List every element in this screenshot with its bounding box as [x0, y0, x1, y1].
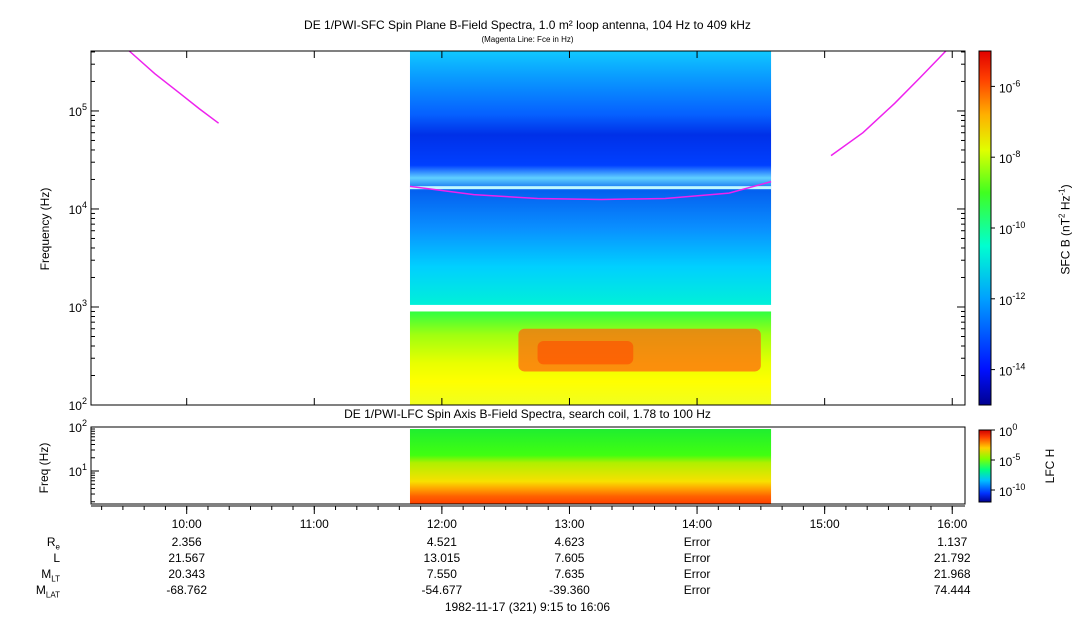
x-tick-label-6: 16:00: [937, 517, 967, 531]
ephemeris-value: -39.360: [549, 583, 590, 597]
ephemeris-value: Error: [683, 551, 711, 565]
ephemeris-value: Error: [683, 535, 711, 549]
ephemeris-value: Error: [683, 583, 711, 597]
sfc-cb-tick-label-0: 10-6: [999, 78, 1020, 95]
ephemeris-row-label-3: MLAT: [35, 583, 60, 600]
x-tick-label-2: 12:00: [427, 517, 457, 531]
sfc-band-line: [409, 186, 772, 190]
lfc-cb-tick-label-0: 100: [999, 422, 1017, 439]
sfc-y-tick-label-2: 104: [69, 200, 87, 217]
lfc-cb-tick-label-1: 10-5: [999, 452, 1020, 469]
x-axis: 10:00 11:00 12:00 13:00 14:00 15:00 16:00: [91, 51, 968, 531]
ephemeris-row-label-2: MLT: [41, 567, 60, 584]
ephemeris-row-label-0: Re: [46, 535, 60, 552]
lfc-colorbar: 100 10-5 10-10: [978, 422, 1025, 503]
ephemeris-value: 1.137: [937, 535, 968, 549]
ephemeris-value: 21.567: [168, 551, 206, 565]
x-tick-label-4: 14:00: [682, 517, 712, 531]
sfc-high-band: [409, 51, 772, 305]
ephemeris-row-label-1: L: [53, 551, 60, 565]
ephemeris-value: 21.968: [933, 567, 971, 581]
ephemeris-value: 74.444: [933, 583, 971, 597]
sfc-y-tick-label-1: 103: [69, 298, 87, 315]
sfc-spectrogram-data: [128, 50, 947, 405]
fce-line-segment-2: [830, 50, 947, 157]
x-tick-label-0: 10:00: [172, 517, 202, 531]
lfc-band: [409, 429, 772, 504]
ephemeris-value: -68.762: [166, 583, 208, 597]
fce-line-segment-1: [409, 180, 772, 201]
ephemeris-value: 21.792: [933, 551, 971, 565]
lfc-y-tick-label-0: 101: [69, 462, 87, 479]
x-ticks: 10:00 11:00 12:00 13:00 14:00 15:00 16:00: [101, 51, 968, 531]
sfc-cb-tick-label-1: 10-8: [999, 149, 1020, 166]
ephemeris-value: 2.356: [171, 535, 202, 549]
ephemeris-value: 13.015: [423, 551, 461, 565]
ephemeris-value: -54.677: [421, 583, 463, 597]
lfc-title: DE 1/PWI-LFC Spin Axis B-Field Spectra, …: [344, 407, 711, 421]
ephemeris-value: 7.550: [426, 567, 457, 581]
x-tick-label-1: 11:00: [300, 517, 329, 531]
lfc-y-ticks: 101 102: [69, 418, 99, 503]
ephemeris-value: 20.343: [168, 567, 206, 581]
sfc-colorbar: 10-6 10-8 10-10 10-12 10-14: [978, 50, 1025, 406]
sfc-spectrogram-panel: 102 103 104 105: [69, 50, 966, 413]
ephemeris-value: 7.605: [554, 551, 585, 565]
sfc-y-tick-label-3: 105: [69, 102, 87, 119]
lfc-spectrogram-panel: 101 102: [69, 418, 966, 505]
sfc-y-tick-label-0: 102: [69, 396, 87, 413]
sfc-cb-tick-label-3: 10-12: [999, 291, 1025, 308]
lfc-spectrogram-data: [409, 429, 772, 504]
sfc-subtitle: (Magenta Line: Fce in Hz): [481, 35, 574, 44]
sfc-cb-tick-label-4: 10-14: [999, 362, 1025, 379]
x-tick-label-5: 15:00: [810, 517, 840, 531]
ephemeris-value: 7.635: [554, 567, 585, 581]
lfc-cb-tick-label-2: 10-10: [999, 482, 1025, 499]
lfc-colorbar-ticks: 100 10-5 10-10: [991, 422, 1025, 499]
fce-line-segment-0: [128, 50, 220, 124]
ephemeris-value: 4.623: [554, 535, 585, 549]
ephemeris-value: 4.521: [426, 535, 457, 549]
sfc-emission-core: [537, 340, 634, 365]
time-range-footer: 1982-11-17 (321) 9:15 to 16:06: [444, 600, 611, 614]
sfc-cb-tick-label-2: 10-10: [999, 220, 1025, 237]
lfc-y-tick-label-1: 102: [69, 418, 87, 435]
x-tick-label-3: 13:00: [554, 517, 584, 531]
sfc-y-ticks: 102 103 104 105: [69, 51, 965, 413]
ephemeris-value: Error: [683, 567, 711, 581]
sfc-title: DE 1/PWI-SFC Spin Plane B-Field Spectra,…: [304, 18, 751, 32]
sfc-colorbar-ticks: 10-6 10-8 10-10 10-12 10-14: [991, 78, 1025, 379]
